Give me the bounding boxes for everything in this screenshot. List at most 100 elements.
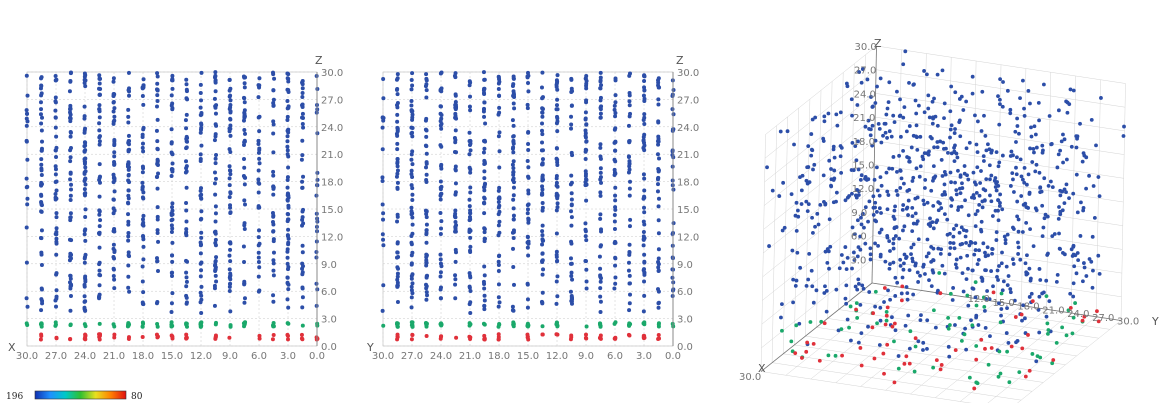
data-point: [126, 250, 131, 255]
data-point: [453, 282, 458, 287]
data-point-3d: [866, 219, 870, 224]
data-point-3d: [928, 216, 932, 221]
data-point-3d: [1056, 108, 1061, 113]
data-point: [227, 164, 232, 169]
data-point: [409, 98, 414, 103]
data-point: [496, 112, 501, 117]
data-point-3d: [897, 153, 901, 158]
data-point: [642, 115, 647, 120]
data-point-3d: [877, 127, 882, 131]
data-point: [395, 168, 400, 173]
data-point-3d: [938, 201, 942, 206]
data-point-3d: [843, 198, 848, 203]
data-point-3d: [964, 240, 968, 245]
data-point-3d: [934, 358, 939, 363]
data-point-3d: [1007, 380, 1012, 385]
data-point: [570, 277, 575, 282]
data-point: [628, 179, 633, 184]
data-point: [424, 95, 429, 100]
data-point-3d: [997, 160, 1002, 165]
data-point: [169, 127, 174, 132]
data-point: [68, 323, 73, 328]
data-point: [126, 133, 131, 138]
data-point: [482, 273, 487, 278]
data-point-3d: [985, 245, 990, 250]
data-point-3d: [930, 99, 935, 104]
data-point: [511, 230, 516, 235]
data-point: [271, 293, 276, 298]
data-point-3d: [884, 170, 889, 175]
data-point: [612, 219, 617, 224]
data-point: [511, 213, 516, 218]
data-point: [83, 165, 88, 170]
data-point-3d: [1032, 124, 1037, 129]
data-point: [126, 149, 131, 154]
z-tick-label: 27.0: [677, 95, 699, 106]
data-point: [83, 227, 88, 232]
data-point: [25, 119, 30, 124]
x-axis-letter-3d: X: [758, 362, 766, 375]
data-point: [525, 240, 530, 245]
data-point: [199, 230, 204, 235]
data-point-3d: [1080, 318, 1085, 323]
data-point-3d: [929, 188, 934, 193]
data-point: [68, 115, 73, 120]
data-point: [184, 301, 189, 306]
data-point: [642, 279, 647, 284]
data-point-3d: [858, 247, 863, 252]
x-tick-label: 27.0: [401, 351, 423, 362]
data-point: [300, 337, 305, 342]
data-point: [641, 243, 646, 248]
data-point: [285, 148, 290, 153]
data-point: [656, 139, 661, 144]
data-point-3d: [938, 251, 943, 256]
data-point: [184, 336, 189, 341]
data-point: [424, 72, 429, 77]
data-point: [198, 157, 203, 162]
data-point: [395, 212, 400, 217]
data-point: [243, 202, 248, 207]
data-point-3d: [1044, 314, 1049, 319]
data-point: [126, 188, 131, 193]
data-point-3d: [1016, 252, 1021, 256]
data-point: [140, 320, 145, 325]
data-point: [183, 170, 188, 175]
data-point-3d: [1021, 203, 1026, 207]
data-point-3d: [904, 354, 909, 359]
data-point-3d: [1034, 359, 1039, 364]
data-point: [540, 233, 545, 238]
data-point-3d: [974, 380, 979, 385]
data-point: [169, 223, 174, 228]
data-point: [482, 146, 487, 151]
data-point: [598, 216, 603, 221]
data-point: [154, 175, 159, 180]
data-point-3d: [907, 268, 912, 273]
data-point-3d: [905, 155, 909, 159]
data-point-3d: [844, 267, 849, 272]
data-point-3d: [983, 309, 987, 313]
data-point-3d: [878, 76, 883, 81]
data-point: [82, 104, 87, 109]
data-point: [511, 145, 516, 150]
data-point: [598, 322, 603, 327]
data-point-3d: [1040, 234, 1045, 239]
data-point: [511, 193, 516, 198]
data-point-3d: [906, 213, 910, 217]
data-point: [584, 279, 589, 284]
data-point: [438, 232, 443, 237]
data-point-3d: [1000, 250, 1004, 255]
data-point: [613, 93, 618, 98]
data-point: [525, 234, 530, 239]
z-tick-label: 21.0: [677, 150, 699, 161]
data-point-3d: [875, 188, 880, 193]
data-point: [424, 161, 429, 166]
data-point-3d: [873, 101, 878, 105]
data-point-3d: [843, 245, 848, 249]
data-point: [228, 172, 233, 177]
data-point: [598, 266, 603, 271]
data-point: [410, 215, 415, 220]
data-point-3d: [863, 241, 868, 246]
data-point-3d: [1008, 111, 1013, 116]
data-point-3d: [967, 140, 972, 145]
data-point: [395, 157, 400, 162]
